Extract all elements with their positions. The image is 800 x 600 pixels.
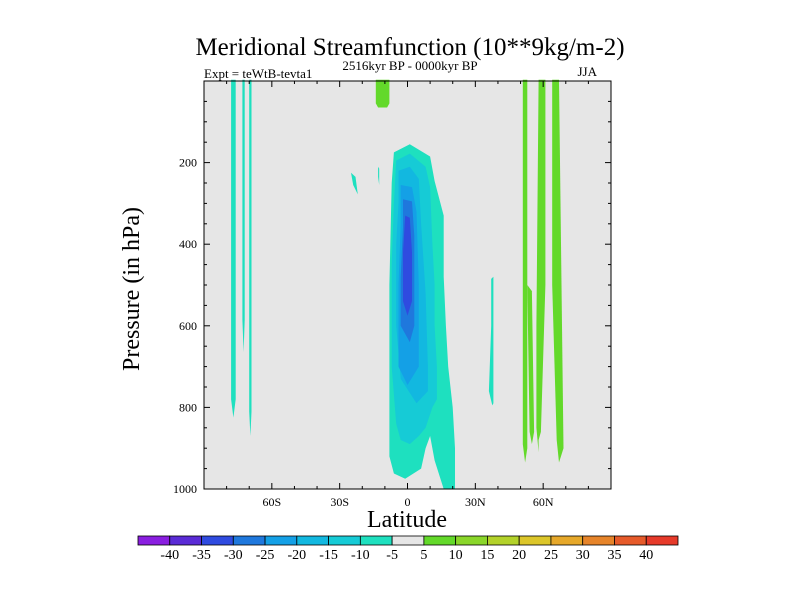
colorbar-label: 20	[512, 548, 526, 563]
colorbar-label: 5	[420, 548, 427, 563]
contour-regions	[231, 79, 564, 489]
colorbar-swatch	[359, 535, 393, 546]
colorbar-swatch	[455, 535, 488, 546]
contour-nh-highlat-band-4	[552, 79, 564, 463]
contour-sh-highlat-band-3	[249, 79, 252, 437]
colorbar-label: -25	[256, 548, 275, 563]
x-tick-label: 60S	[262, 495, 281, 509]
colorbar: -40 -35 -30 -25 -20 -15 -10 -5 5 10 15 20 25 30 35 40	[137, 535, 679, 563]
colorbar-swatch	[423, 535, 457, 546]
x-axis-title: Latitude	[367, 507, 447, 533]
contour-nh-highlat-band-3	[536, 79, 546, 453]
season-label: JJA	[577, 64, 597, 79]
colorbar-swatch	[232, 535, 266, 546]
experiment-label: Expt = teWtB-tevta1	[204, 66, 312, 81]
contour-nh-upper-lobe	[375, 79, 390, 108]
colorbar-swatch	[582, 535, 615, 546]
colorbar-label: 15	[480, 548, 494, 563]
colorbar-label: -15	[319, 548, 338, 563]
colorbar-label: -5	[386, 548, 398, 563]
colorbar-swatch	[264, 535, 298, 546]
contour-nh-highlat-band-2	[527, 285, 535, 445]
colorbar-swatch	[518, 535, 552, 546]
colorbar-swatch	[137, 535, 171, 546]
colorbar-swatch	[328, 535, 361, 546]
colorbar-swatch	[645, 535, 679, 546]
x-tick-label: 30S	[330, 495, 349, 509]
x-ticks: 60S 30S 0 30N 60N	[203, 81, 612, 509]
contour-sh-subtrop-fleck	[378, 166, 380, 185]
x-tick-label: 30N	[465, 495, 486, 509]
colorbar-label: 10	[449, 548, 463, 563]
colorbar-label: -30	[224, 548, 243, 563]
contour-sh-midlat-fleck	[351, 172, 358, 195]
contour-sh-highlat-band-1	[231, 79, 236, 418]
colorbar-swatch	[550, 535, 584, 546]
y-tick-label: 200	[179, 156, 197, 170]
colorbar-swatch	[201, 535, 234, 546]
contour-nh-highlat-band-1	[522, 79, 528, 463]
colorbar-label: -35	[192, 548, 211, 563]
colorbar-label: -20	[287, 548, 306, 563]
y-axis-title: Pressure (in hPa)	[119, 207, 145, 371]
y-ticks: 200 400 600 800 1000	[173, 80, 611, 496]
colorbar-swatch	[614, 535, 647, 546]
colorbar-swatch	[169, 535, 202, 546]
colorbar-label: 25	[544, 548, 558, 563]
y-tick-label: 1000	[173, 482, 197, 496]
chart-title: Meridional Streamfunction (10**9kg/m-2)	[195, 34, 624, 61]
colorbar-label: -10	[351, 548, 370, 563]
contour-nh-midlat-sliver	[488, 276, 494, 406]
period-label: 2516kyr BP - 0000kyr BP	[342, 58, 477, 73]
y-tick-label: 400	[179, 237, 197, 251]
x-tick-label: 60N	[533, 495, 554, 509]
x-tick-label: 0	[405, 495, 411, 509]
contour-hadley-cell-m30	[403, 215, 412, 316]
colorbar-label: -40	[160, 548, 179, 563]
colorbar-label: 40	[639, 548, 653, 563]
colorbar-swatch	[487, 535, 520, 546]
colorbar-label: 30	[576, 548, 590, 563]
colorbar-label: 35	[607, 548, 621, 563]
y-tick-label: 600	[179, 319, 197, 333]
colorbar-swatch	[296, 535, 329, 546]
colorbar-swatch	[391, 535, 425, 546]
y-tick-label: 800	[179, 400, 197, 414]
plot-area: 60S 30S 0 30N 60N 200 400 600 800 1000	[173, 79, 612, 509]
contour-sh-highlat-band-2	[242, 79, 245, 353]
